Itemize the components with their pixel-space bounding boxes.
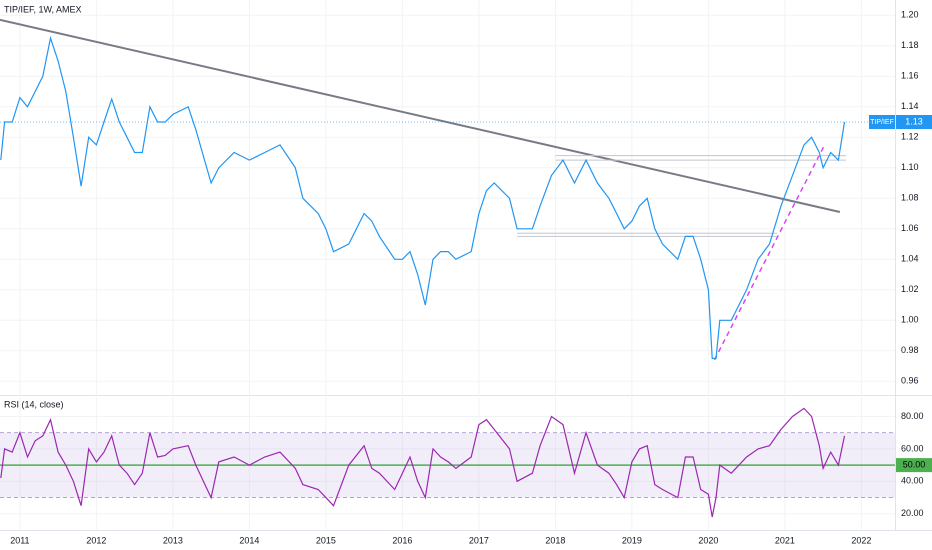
y-tick-label: 1.08 xyxy=(901,193,919,203)
series-tag xyxy=(869,115,895,130)
x-tick-label: 2017 xyxy=(469,535,489,545)
level-label: 50.00 xyxy=(903,459,926,469)
trendline xyxy=(713,144,826,361)
x-tick-label: 2013 xyxy=(163,535,183,545)
x-tick-label: 2020 xyxy=(698,535,718,545)
y-tick-label: 80.00 xyxy=(901,411,924,421)
y-tick-label: 1.20 xyxy=(901,10,919,20)
y-tick-label: 0.96 xyxy=(901,376,919,386)
x-tick-label: 2016 xyxy=(392,535,412,545)
y-tick-label: 60.00 xyxy=(901,443,924,453)
y-tick-label: 1.00 xyxy=(901,315,919,325)
x-tick-label: 2021 xyxy=(775,535,795,545)
y-tick-label: 1.06 xyxy=(901,223,919,233)
x-tick-label: 2022 xyxy=(851,535,871,545)
last-price-label: 1.13 xyxy=(905,116,923,126)
last-price-tag xyxy=(896,115,932,130)
line-series xyxy=(0,35,846,359)
y-tick-label: 20.00 xyxy=(901,508,924,518)
y-tick-label: 1.14 xyxy=(901,101,919,111)
x-tick-label: 2011 xyxy=(10,535,29,545)
chart-title: TIP/IEF, 1W, AMEX xyxy=(4,4,82,14)
y-tick-label: 1.02 xyxy=(901,284,919,294)
y-tick-label: 1.10 xyxy=(901,162,919,172)
level-tag xyxy=(896,458,932,473)
trendline xyxy=(0,18,841,213)
x-tick-label: 2015 xyxy=(316,535,336,545)
x-tick-label: 2018 xyxy=(545,535,565,545)
x-tick-label: 2019 xyxy=(622,535,642,545)
y-tick-label: 1.16 xyxy=(901,71,919,81)
x-tick-label: 2014 xyxy=(239,535,259,545)
y-tick-label: 1.04 xyxy=(901,254,919,264)
y-tick-label: 0.98 xyxy=(901,345,919,355)
line-series xyxy=(0,407,846,518)
y-tick-label: 40.00 xyxy=(901,476,924,486)
x-tick-label: 2012 xyxy=(86,535,106,545)
rsi-title: RSI (14, close) xyxy=(4,399,64,409)
y-tick-label: 1.12 xyxy=(901,132,919,142)
y-tick-label: 1.18 xyxy=(901,40,919,50)
series-name: TIP/IEF xyxy=(870,119,894,126)
